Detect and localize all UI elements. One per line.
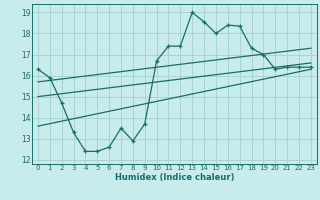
- X-axis label: Humidex (Indice chaleur): Humidex (Indice chaleur): [115, 173, 234, 182]
